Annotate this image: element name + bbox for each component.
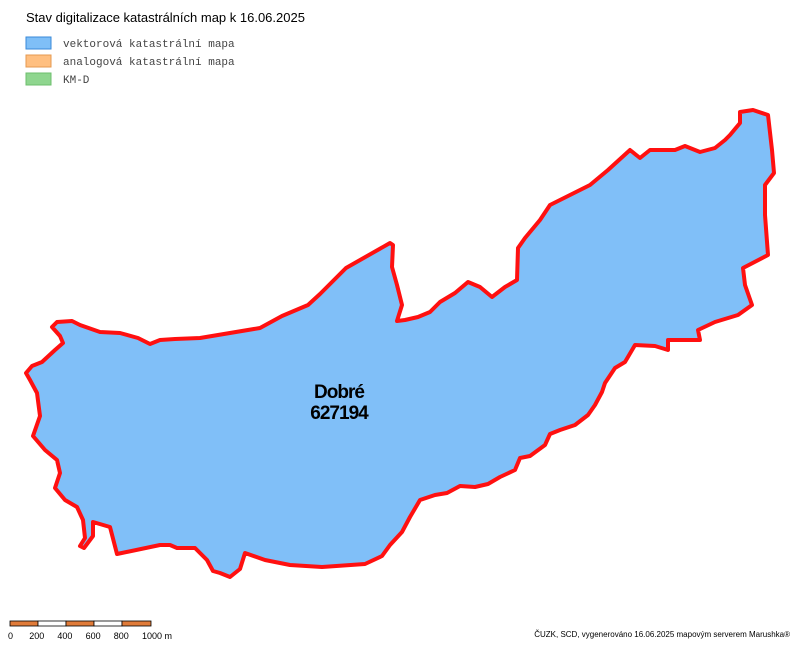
scale-labels: 0 200 400 600 800 1000 m — [8, 631, 172, 641]
scale-label: 0 — [8, 631, 13, 641]
cadastral-area — [24, 108, 776, 579]
legend-label: analogová katastrální mapa — [63, 57, 235, 69]
legend-swatch — [25, 54, 52, 68]
legend-swatch — [25, 36, 52, 50]
scale-label: 800 — [114, 631, 129, 641]
area-name: Dobré — [314, 382, 364, 403]
legend-label: vektorová katastrální mapa — [63, 39, 235, 51]
scale-label: 400 — [57, 631, 72, 641]
legend: vektorová katastrální mapa analogová kata… — [25, 36, 235, 87]
scale-label: 200 — [29, 631, 44, 641]
legend-swatch — [25, 72, 52, 86]
area-code: 627194 — [310, 403, 369, 424]
scale-label: 600 — [86, 631, 101, 641]
legend-label: KM-D — [63, 75, 90, 87]
title: Stav digitalizace katastrálních map k 16… — [26, 10, 305, 25]
credit: ČUZK, SCD, vygenerováno 16.06.2025 mapov… — [534, 630, 790, 639]
scale-label: 1000 m — [142, 631, 172, 641]
scale-bar — [9, 620, 152, 627]
